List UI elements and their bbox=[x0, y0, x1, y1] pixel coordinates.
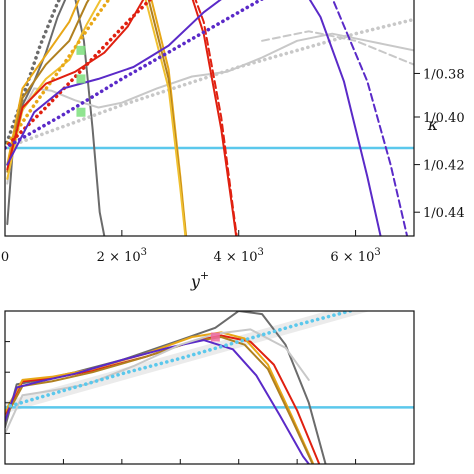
right-axis-title: κ bbox=[427, 115, 439, 134]
bottom-marker-0 bbox=[210, 332, 220, 342]
bottom-plot-frame bbox=[4, 310, 415, 465]
right-tick-label-1: 1/0.40 bbox=[423, 111, 465, 126]
top-series-9 bbox=[6, 0, 238, 236]
top-series-8 bbox=[5, 0, 111, 150]
x-tick-label-2: 4 × 103 bbox=[214, 247, 264, 265]
bottom-plot-area bbox=[5, 311, 414, 464]
top-series-13 bbox=[331, 0, 409, 236]
bottom-shaded-band bbox=[5, 311, 370, 414]
right-tick-label-2: 1/0.42 bbox=[423, 159, 465, 174]
bottom-panel bbox=[4, 310, 415, 465]
top-series-12 bbox=[6, 0, 382, 236]
top-series-14 bbox=[5, 0, 264, 150]
bottom-series-6 bbox=[5, 311, 357, 410]
bottom-series-1 bbox=[5, 334, 321, 464]
top-marker-5 bbox=[76, 45, 86, 55]
top-marker-7 bbox=[76, 107, 86, 117]
x-tick-label-0: 0 bbox=[1, 250, 9, 265]
x-axis-title: y+ bbox=[190, 269, 209, 291]
top-panel: 0 2 × 103 4 × 103 6 × 103 1/0.38 1/0.40 1/0.4… bbox=[1, 0, 465, 291]
top-series-6 bbox=[6, 0, 187, 236]
bottom-axis-ticks bbox=[4, 341, 415, 464]
x-tick-label-3: 6 × 103 bbox=[330, 247, 380, 265]
top-plot-area bbox=[5, 0, 414, 236]
x-tick-label-1: 2 × 103 bbox=[97, 247, 147, 265]
top-series-7 bbox=[6, 0, 187, 236]
top-x-axis: 0 2 × 103 4 × 103 6 × 103 bbox=[1, 230, 381, 265]
top-series-10 bbox=[194, 0, 238, 236]
top-series-5 bbox=[6, 0, 188, 236]
top-marker-6 bbox=[76, 74, 86, 84]
top-series-11 bbox=[5, 0, 153, 150]
bottom-series-3 bbox=[5, 336, 314, 464]
right-tick-label-3: 1/0.44 bbox=[423, 206, 465, 221]
top-right-axis: 1/0.38 1/0.40 1/0.42 1/0.44 bbox=[414, 67, 465, 221]
bottom-series-5 bbox=[5, 328, 310, 435]
right-tick-label-0: 1/0.38 bbox=[423, 67, 465, 82]
top-series-4 bbox=[5, 17, 414, 150]
top-series-3 bbox=[261, 30, 414, 66]
bottom-series-2 bbox=[5, 331, 315, 464]
